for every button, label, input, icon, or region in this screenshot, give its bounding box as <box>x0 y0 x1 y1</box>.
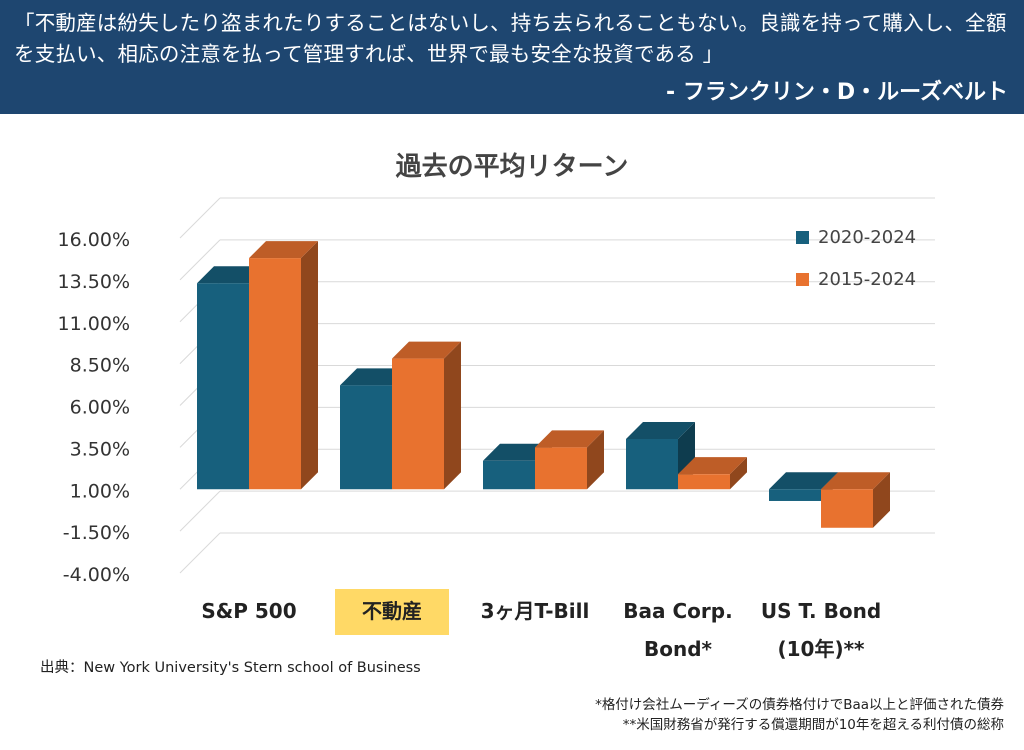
bar-top <box>821 472 890 490</box>
footnote-baa: *格付け会社ムーディーズの債券格付けでBaa以上と評価された債券 <box>595 697 1004 713</box>
x-category-label: (10年)** <box>777 637 865 661</box>
x-category-label: S&P 500 <box>201 599 296 623</box>
legend-swatch <box>796 231 809 244</box>
footnote-tbond: **米国財務省が発行する償還期間が10年を超える利付債の総称 <box>622 717 1004 733</box>
bar-side <box>444 341 461 490</box>
y-tick-label: 11.00% <box>58 313 130 335</box>
bar <box>392 358 444 490</box>
gridline-edge <box>179 490 221 532</box>
bar <box>821 489 873 528</box>
x-category-label: Bond* <box>644 637 713 661</box>
y-tick-label: 13.50% <box>58 271 130 293</box>
bar-top <box>678 457 747 475</box>
y-tick-label: -1.50% <box>63 522 130 544</box>
source-note: 出典：New York University's Stern school of… <box>40 660 421 676</box>
y-tick-label: 3.50% <box>70 438 130 460</box>
bar-side <box>730 457 747 490</box>
bar-side <box>873 472 890 528</box>
quote-banner <box>0 0 1024 114</box>
quote-text: 「不動産は紛失したり盗まれたりすることはないし、持ち去られることもない。良識を持… <box>14 11 1007 66</box>
bar <box>340 385 392 490</box>
legend-label: 2020-2024 <box>818 227 916 248</box>
chart-panel <box>0 114 1024 750</box>
bar-top <box>483 443 552 461</box>
bar-top <box>340 368 409 386</box>
category-highlight <box>335 589 449 635</box>
gridline-edge <box>179 239 221 281</box>
bar <box>249 258 301 490</box>
x-category-label: 3ヶ月T-Bill <box>481 599 590 623</box>
y-tick-label: 1.00% <box>70 480 130 502</box>
bar-side <box>587 430 604 490</box>
bar-top <box>626 422 695 439</box>
bar-top <box>535 430 604 448</box>
bar <box>197 283 249 490</box>
bar <box>535 447 587 490</box>
bar <box>769 489 821 501</box>
quote-attribution: - フランクリン・D・ルーズベルト <box>666 80 1008 105</box>
y-tick-label: 8.50% <box>70 355 130 377</box>
chart-title: 過去の平均リターン <box>395 152 629 182</box>
bar-top <box>249 241 318 259</box>
legend-label: 2015-2024 <box>818 269 916 290</box>
x-category-label: US T. Bond <box>761 599 881 623</box>
bar-top <box>197 266 266 284</box>
bar <box>483 460 535 490</box>
y-tick-label: -4.00% <box>63 564 130 586</box>
gridline-edge <box>179 532 221 574</box>
legend-swatch <box>796 273 809 286</box>
bar <box>626 439 678 490</box>
bar-top <box>392 341 461 359</box>
bar <box>678 474 730 490</box>
gridline-edge <box>179 197 221 239</box>
y-tick-label: 16.00% <box>58 229 130 251</box>
bar-top <box>769 472 838 490</box>
x-category-label: 不動産 <box>362 599 422 623</box>
x-category-label: Baa Corp. <box>623 599 732 623</box>
bar-side <box>301 241 318 490</box>
y-tick-label: 6.00% <box>70 397 130 419</box>
